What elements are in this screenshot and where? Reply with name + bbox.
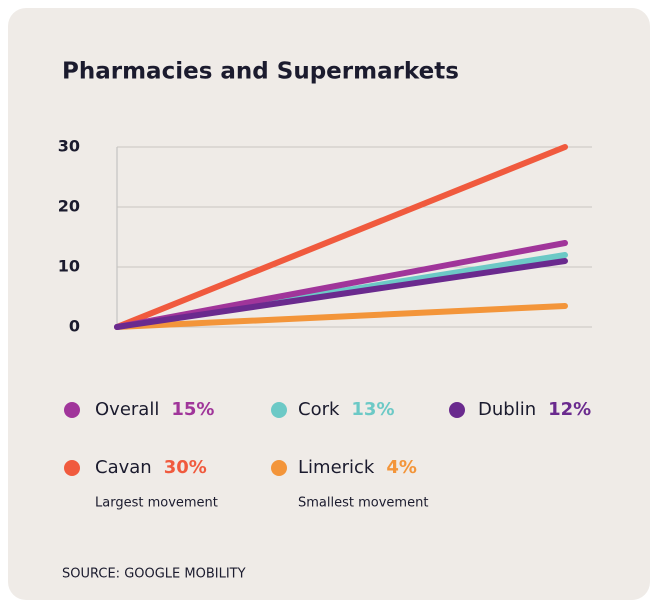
series-line: [114, 258, 568, 330]
legend-value: 4%: [386, 457, 417, 478]
series-line: [114, 144, 568, 330]
y-tick-label: 0: [69, 317, 80, 336]
legend-note: Largest movement: [95, 496, 218, 511]
y-tick-label: 20: [58, 197, 80, 216]
legend-marker: [271, 460, 287, 476]
legend-marker: [271, 402, 287, 418]
legend-label: Cavan: [95, 457, 152, 478]
legend-label: Dublin: [478, 399, 536, 420]
legend-note: Smallest movement: [298, 496, 428, 511]
legend-label: Cork: [298, 399, 340, 420]
chart-title: Pharmacies and Supermarkets: [62, 59, 459, 85]
y-tick-label: 10: [58, 257, 80, 276]
legend-value: 15%: [171, 399, 214, 420]
series-line: [114, 303, 568, 330]
card: [8, 8, 650, 600]
legend-value: 12%: [548, 399, 591, 420]
source: SOURCE: GOOGLE MOBILITY: [62, 567, 246, 582]
y-tick-label: 30: [58, 137, 80, 156]
legend-label: Limerick: [298, 457, 375, 478]
legend-marker: [449, 402, 465, 418]
legend-value: 13%: [351, 399, 394, 420]
legend-marker: [64, 402, 80, 418]
legend-label: Overall: [95, 399, 159, 420]
legend-marker: [64, 460, 80, 476]
legend-value: 30%: [164, 457, 207, 478]
